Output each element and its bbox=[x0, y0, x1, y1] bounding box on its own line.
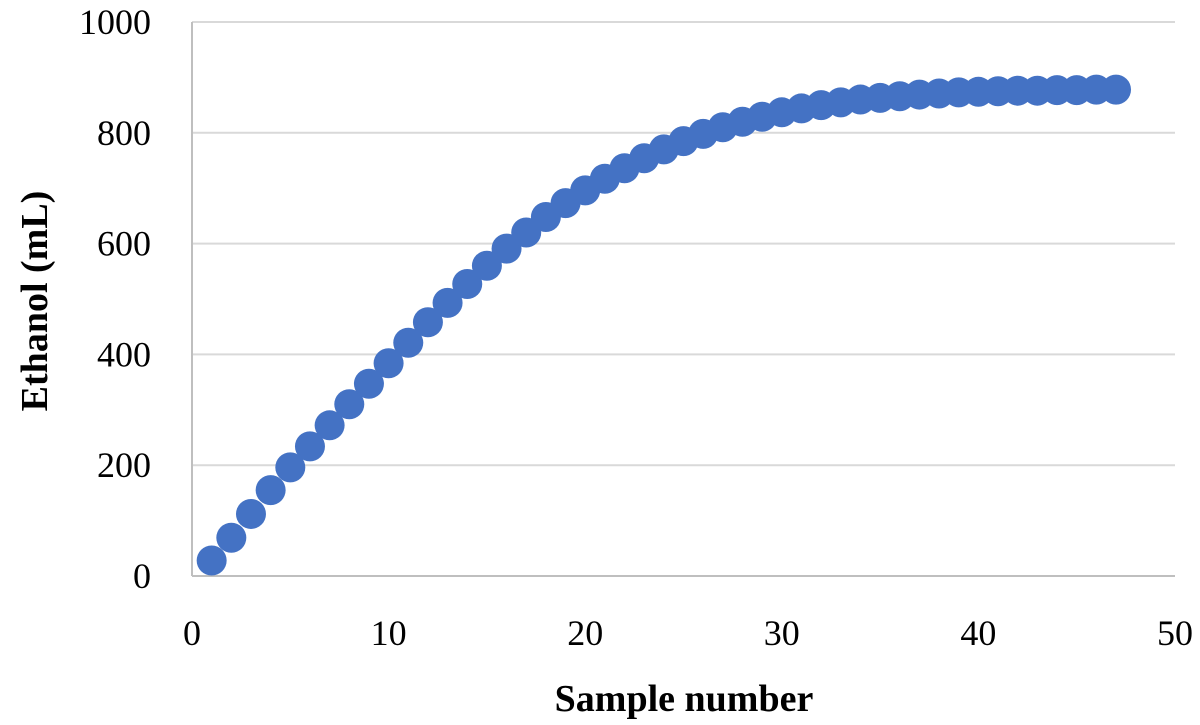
y-tick-label: 800 bbox=[97, 113, 151, 153]
data-point bbox=[235, 498, 266, 529]
y-tick-label: 400 bbox=[97, 334, 151, 374]
x-tick-label: 40 bbox=[960, 613, 996, 653]
y-tick-label: 200 bbox=[97, 445, 151, 485]
data-point bbox=[432, 287, 463, 318]
x-tick-label: 0 bbox=[183, 613, 201, 653]
y-tick-label: 1000 bbox=[79, 2, 151, 42]
x-tick-label: 20 bbox=[567, 613, 603, 653]
x-axis-title: Sample number bbox=[555, 678, 814, 720]
data-point bbox=[294, 431, 325, 462]
gridlines bbox=[192, 21, 1175, 467]
data-point bbox=[373, 348, 404, 379]
data-point bbox=[334, 389, 365, 420]
data-point bbox=[412, 307, 443, 338]
data-point bbox=[452, 269, 483, 300]
data-point bbox=[393, 327, 424, 358]
data-point bbox=[216, 522, 247, 553]
y-axis-title: Ethanol (mL) bbox=[14, 191, 56, 412]
data-point bbox=[275, 452, 306, 483]
y-tick-label: 0 bbox=[133, 556, 151, 596]
data-point bbox=[353, 368, 384, 399]
x-tick-label: 30 bbox=[764, 613, 800, 653]
y-tick-label: 600 bbox=[97, 224, 151, 264]
x-tick-label: 10 bbox=[371, 613, 407, 653]
tick-labels: 0 200 400 600 800 1000 0 10 20 30 40 50 bbox=[79, 2, 1193, 653]
data-point bbox=[471, 250, 502, 281]
data-point bbox=[314, 410, 345, 441]
axes bbox=[191, 22, 1175, 577]
data-point bbox=[255, 475, 286, 506]
data-series bbox=[196, 74, 1132, 576]
data-point bbox=[196, 545, 227, 576]
data-point bbox=[1101, 74, 1132, 105]
x-tick-label: 50 bbox=[1157, 613, 1193, 653]
